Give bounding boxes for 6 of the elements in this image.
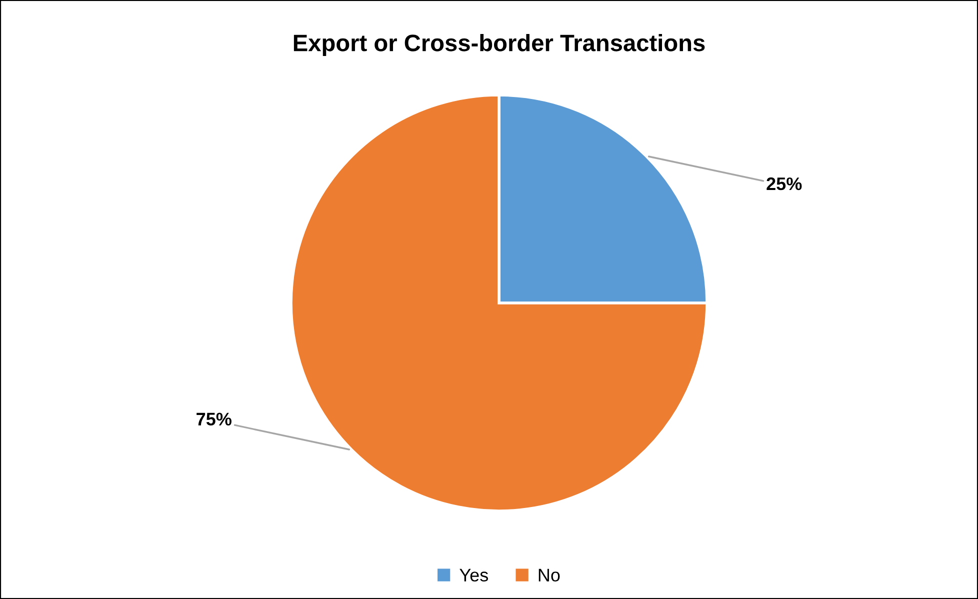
data-label: 25% <box>766 177 802 190</box>
legend-label: Yes <box>460 568 488 582</box>
pie-slice <box>290 94 708 512</box>
legend-label: No <box>538 568 560 582</box>
chart-title: Export or Cross-border Transactions <box>294 34 705 56</box>
data-label: 75% <box>196 412 232 426</box>
